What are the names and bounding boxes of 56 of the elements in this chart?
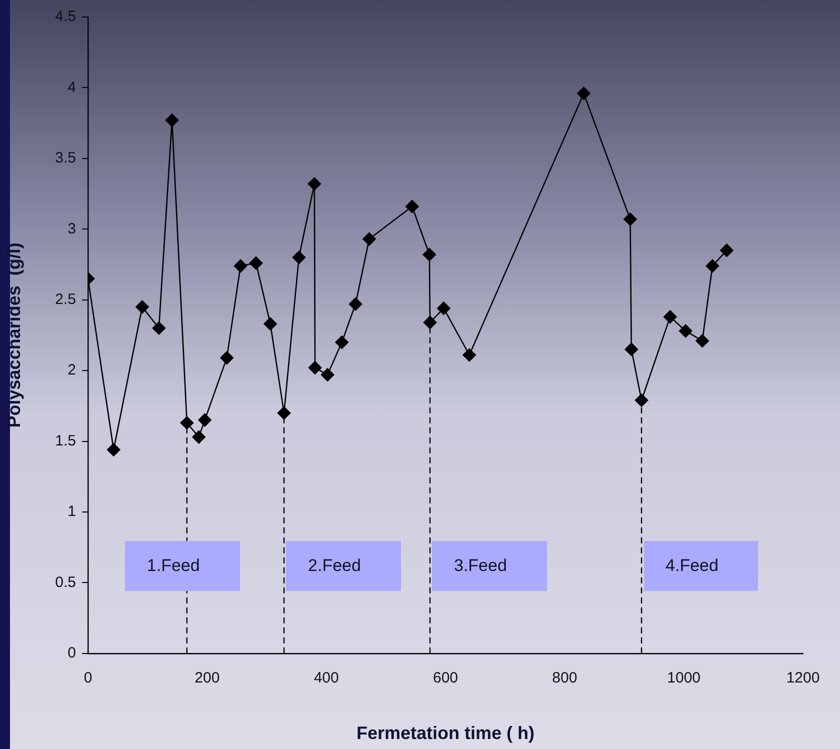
point bbox=[308, 177, 322, 191]
point bbox=[437, 302, 450, 315]
y-axis-title: Polysaccharides (g/l) bbox=[4, 242, 24, 428]
point bbox=[320, 368, 334, 382]
point bbox=[624, 212, 637, 226]
point bbox=[678, 324, 692, 338]
y-tick-label: 4.5 bbox=[55, 8, 76, 26]
y-tick-label: 0.5 bbox=[55, 574, 76, 591]
point bbox=[277, 406, 291, 420]
y-tick-label: 3 bbox=[68, 220, 76, 238]
point bbox=[308, 361, 322, 374]
point bbox=[663, 310, 677, 324]
point bbox=[720, 244, 734, 257]
x-tick-label: 1200 bbox=[786, 670, 820, 687]
label-box: 1.Feed bbox=[124, 541, 240, 592]
x-axis-title: Fermetation time ( h) bbox=[356, 723, 535, 744]
x-tick-label: 400 bbox=[314, 670, 339, 687]
point bbox=[192, 430, 206, 444]
label-box: 2.Feed bbox=[286, 541, 401, 592]
point bbox=[462, 348, 476, 362]
point bbox=[152, 321, 166, 335]
label-box: 3.Feed bbox=[432, 541, 547, 592]
x-tick-label: 0 bbox=[84, 670, 92, 687]
point bbox=[577, 86, 590, 100]
y-tick-label: 3.5 bbox=[55, 150, 76, 167]
point bbox=[706, 259, 720, 273]
y-tick-label: 4 bbox=[68, 78, 76, 96]
point bbox=[422, 248, 436, 262]
point bbox=[335, 336, 348, 349]
label-box: 4.Feed bbox=[644, 541, 758, 592]
y-tick-label: 0 bbox=[68, 644, 76, 662]
y-tick-label: 1 bbox=[68, 503, 76, 520]
point bbox=[180, 416, 194, 430]
y-tick-label: 2 bbox=[68, 362, 76, 379]
point bbox=[264, 317, 277, 331]
y-tick-label: 1.5 bbox=[55, 432, 76, 450]
point bbox=[292, 250, 306, 264]
point bbox=[624, 342, 638, 356]
point bbox=[696, 334, 709, 348]
x-tick-label: 800 bbox=[552, 670, 578, 687]
point bbox=[220, 351, 234, 364]
point bbox=[106, 443, 120, 456]
y-tick-label: 2.5 bbox=[55, 290, 76, 308]
point bbox=[423, 316, 437, 330]
point bbox=[249, 256, 263, 270]
x-tick-label: 1000 bbox=[667, 670, 701, 687]
x-tick-label: 600 bbox=[432, 670, 458, 687]
x-tick-label: 200 bbox=[194, 670, 220, 687]
point bbox=[165, 114, 179, 127]
point bbox=[362, 232, 376, 246]
point bbox=[234, 259, 248, 273]
point bbox=[405, 200, 419, 214]
point bbox=[348, 297, 362, 311]
point bbox=[634, 394, 648, 407]
point bbox=[198, 413, 212, 427]
point bbox=[136, 300, 149, 314]
